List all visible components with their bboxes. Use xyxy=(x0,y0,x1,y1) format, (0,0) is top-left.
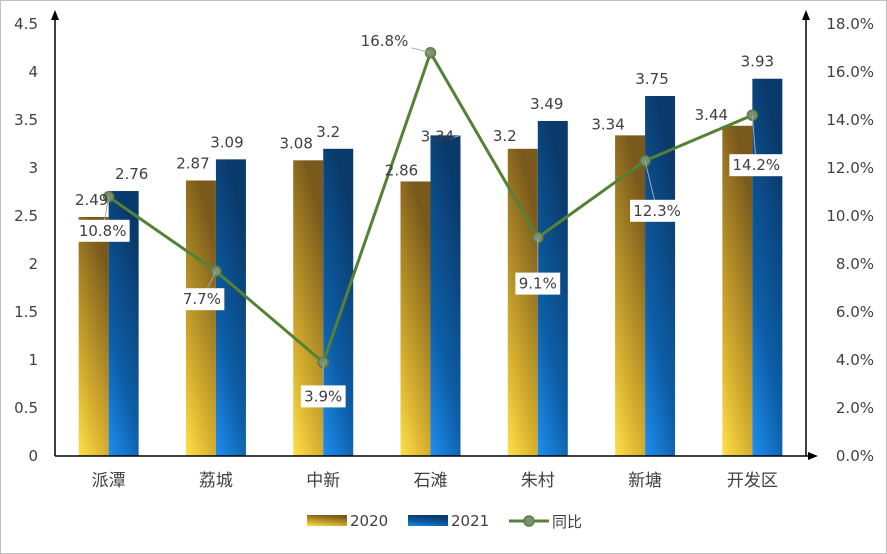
bar-2020-2 xyxy=(293,160,324,456)
left-tick-label: 2 xyxy=(28,255,38,273)
left-tick-label: 1 xyxy=(28,351,38,369)
pct-label: 3.9% xyxy=(304,387,342,405)
right-tick-label: 8.0% xyxy=(836,255,874,273)
category-label: 派潭 xyxy=(92,471,126,491)
left-tick-label: 2.5 xyxy=(14,207,38,225)
right-tick-label: 2.0% xyxy=(836,399,874,417)
pct-label: 16.8% xyxy=(361,32,409,50)
bar-2020-label: 2.86 xyxy=(385,161,418,179)
pct-label: 9.1% xyxy=(519,275,557,293)
bar-2020-0 xyxy=(78,216,109,456)
bar-2021-6 xyxy=(752,78,783,456)
left-tick-label: 4.5 xyxy=(14,15,38,33)
left-tick-label: 3 xyxy=(28,159,38,177)
legend-label-2020: 2020 xyxy=(350,512,388,530)
legend-swatch-2021 xyxy=(408,515,448,526)
pct-label-box xyxy=(630,199,685,222)
bar-2021-label: 3.75 xyxy=(635,70,668,88)
pct-label-box xyxy=(75,219,130,242)
bar-2020-4 xyxy=(507,148,538,457)
right-tick-label: 4.0% xyxy=(836,351,874,369)
bar-2021-label: 3.93 xyxy=(741,53,774,71)
left-tick-label: 1.5 xyxy=(14,303,38,321)
category-label: 开发区 xyxy=(727,471,778,491)
left-tick-label: 3.5 xyxy=(14,111,38,129)
right-tick-label: 18.0% xyxy=(826,15,874,33)
category-label: 新塘 xyxy=(628,471,662,491)
bar-2020-1 xyxy=(185,180,216,457)
right-tick-label: 10.0% xyxy=(826,207,874,225)
bar-2021-label: 3.09 xyxy=(210,133,243,151)
pct-label-box xyxy=(729,154,784,177)
legend-marker-yoy xyxy=(523,515,535,527)
pct-label-box xyxy=(179,288,225,311)
legend-label-yoy: 同比 xyxy=(552,513,582,531)
right-tick-label: 12.0% xyxy=(826,159,874,177)
left-tick-label: 0 xyxy=(28,447,38,465)
right-tick-label: 14.0% xyxy=(826,111,874,129)
x-axis-arrow xyxy=(808,452,818,460)
bar-2021-3 xyxy=(430,135,461,457)
legend-label-2021: 2021 xyxy=(451,512,489,530)
left-axis-arrow xyxy=(51,10,59,20)
bar-2020-label: 2.87 xyxy=(176,154,209,172)
right-axis-arrow xyxy=(802,10,810,20)
bar-label-leader xyxy=(453,134,461,138)
pct-label: 12.3% xyxy=(633,202,681,220)
pct-label: 14.2% xyxy=(733,156,781,174)
bar-2021-label: 3.2 xyxy=(316,123,340,141)
bar-2020-6 xyxy=(722,125,753,456)
bar-2020-5 xyxy=(615,135,646,457)
bar-2021-label: 2.76 xyxy=(115,165,148,183)
left-tick-label: 4 xyxy=(28,63,38,81)
pct-label-box xyxy=(300,385,346,408)
bar-2021-2 xyxy=(323,148,354,457)
bar-2020-label: 3.44 xyxy=(695,106,728,124)
legend-swatch-2020 xyxy=(307,515,347,526)
pct-label: 7.7% xyxy=(183,290,221,308)
right-tick-label: 0.0% xyxy=(836,447,874,465)
category-label: 中新 xyxy=(306,471,340,491)
right-tick-label: 16.0% xyxy=(826,63,874,81)
bar-2020-label: 3.34 xyxy=(591,115,624,133)
left-tick-label: 0.5 xyxy=(14,399,38,417)
bar-2020-label: 3.2 xyxy=(493,127,517,145)
bar-2020-3 xyxy=(400,181,431,456)
right-tick-label: 6.0% xyxy=(836,303,874,321)
bar-2020-label: 3.08 xyxy=(280,134,313,152)
bar-2021-label: 3.49 xyxy=(530,95,563,113)
pct-label-box xyxy=(357,29,412,52)
category-label: 石滩 xyxy=(414,471,448,491)
pct-label: 10.8% xyxy=(79,222,127,240)
bar-2021-label: 3.34 xyxy=(421,127,454,145)
category-label: 荔城 xyxy=(199,471,233,491)
pct-label-box xyxy=(515,272,561,295)
bar-2020-label: 2.49 xyxy=(75,191,108,209)
category-label: 朱村 xyxy=(521,471,555,491)
